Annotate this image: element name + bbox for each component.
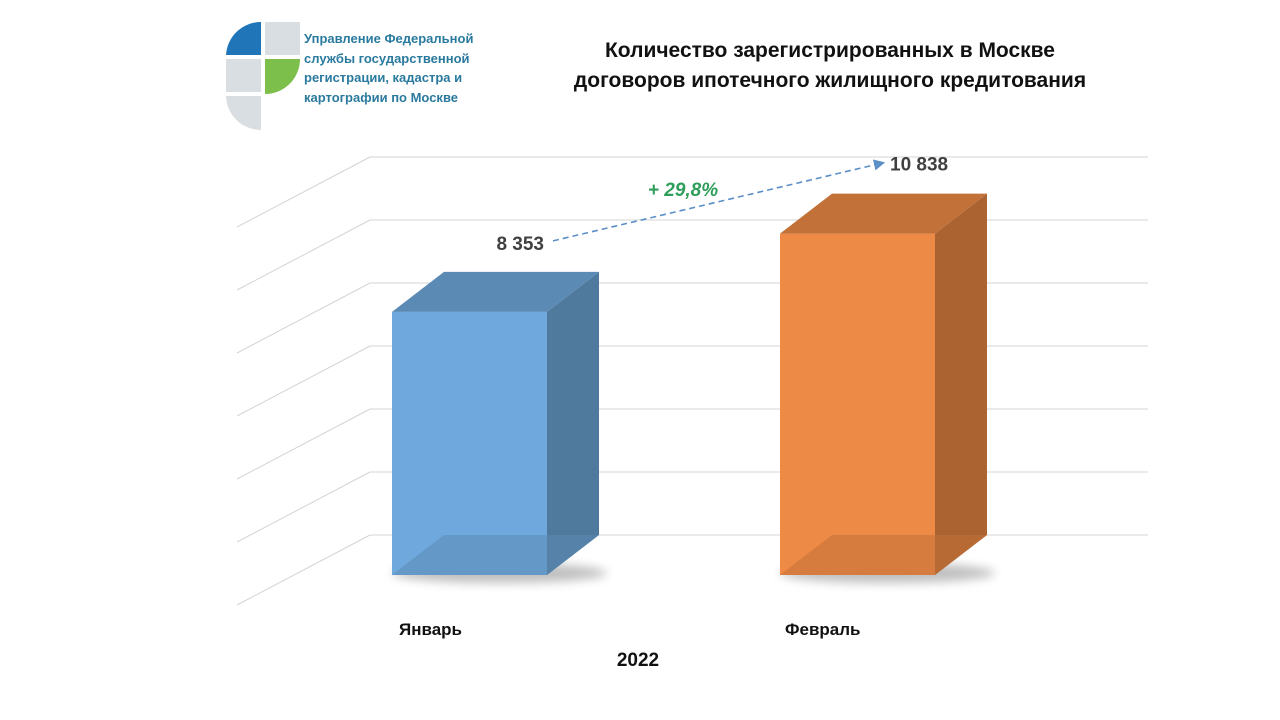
gridline-side bbox=[236, 282, 371, 354]
growth-arrow bbox=[552, 159, 886, 242]
gridline-side bbox=[236, 219, 371, 291]
gridline-side bbox=[236, 534, 371, 606]
grid-lines bbox=[236, 156, 1148, 606]
category-label-1: Январь bbox=[399, 620, 462, 639]
gridline-side bbox=[236, 471, 371, 543]
gridline-side bbox=[236, 408, 371, 480]
bar-side-2 bbox=[935, 193, 987, 575]
bar-base-1 bbox=[392, 535, 599, 575]
value-label-1: 8 353 bbox=[496, 234, 544, 255]
rosreestr-logo-icon bbox=[224, 21, 300, 130]
growth-label: + 29,8% bbox=[648, 180, 718, 201]
bar-base-2 bbox=[780, 535, 987, 575]
bar-top-1 bbox=[392, 271, 599, 312]
gridline-side bbox=[236, 345, 371, 417]
gridline-side bbox=[236, 156, 371, 228]
chart-title: Количество зарегистрированных в Москве д… bbox=[500, 36, 1160, 96]
bar-side-1 bbox=[547, 271, 599, 575]
labels: Январь Февраль 8 353 10 838 + 29,8% 2022 bbox=[399, 155, 948, 671]
bars bbox=[392, 193, 995, 583]
bar-1 bbox=[392, 311, 547, 575]
value-label-2: 10 838 bbox=[890, 155, 948, 176]
x-axis-label: 2022 bbox=[617, 650, 659, 671]
bar-top-2 bbox=[780, 193, 987, 234]
category-label-2: Февраль bbox=[785, 620, 861, 639]
bar-2 bbox=[780, 233, 935, 575]
chart-title-line-2: договоров ипотечного жилищного кредитова… bbox=[573, 69, 1087, 92]
organization-name: Управление Федеральной службы государств… bbox=[304, 31, 474, 105]
chart-title-line-1: Количество зарегистрированных в Москве bbox=[604, 39, 1055, 62]
